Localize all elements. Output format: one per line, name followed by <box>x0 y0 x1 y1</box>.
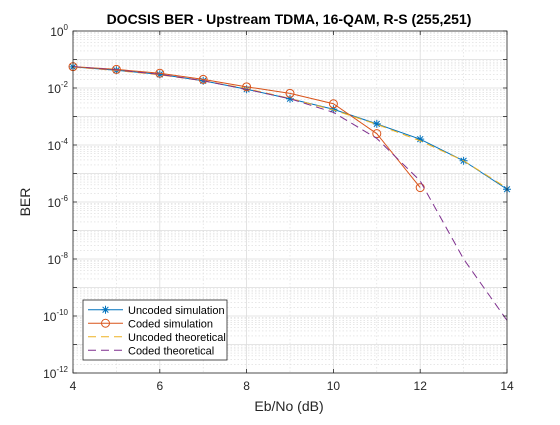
series-line <box>72 66 421 188</box>
data-point <box>155 70 164 79</box>
y-tick-exponent: -6 <box>61 194 69 203</box>
legend-label: Coded simulation <box>128 318 213 330</box>
y-tick-base: 10 <box>48 82 62 96</box>
x-axis-label: Eb/No (dB) <box>254 398 323 414</box>
data-point <box>372 119 381 128</box>
y-tick-base: 10 <box>43 367 57 381</box>
y-tick-exponent: -2 <box>61 80 69 89</box>
asterisk-marker <box>372 119 381 128</box>
x-tick-label: 10 <box>327 379 341 393</box>
y-tick-label: 10-4 <box>48 137 69 153</box>
data-point <box>155 68 165 78</box>
legend-entry: Uncoded simulation <box>88 305 225 317</box>
legend-label: Uncoded theoretical <box>128 332 226 344</box>
y-tick-label: 10-2 <box>48 80 69 96</box>
data-point <box>286 94 294 103</box>
y-tick-base: 10 <box>43 310 57 324</box>
x-tick-label: 12 <box>414 379 428 393</box>
y-tick-base: 10 <box>48 196 62 210</box>
y-tick-label: 10-8 <box>48 251 69 267</box>
y-tick-exponent: -10 <box>56 308 68 317</box>
y-tick-exponent: 0 <box>64 23 69 32</box>
y-tick-exponent: -8 <box>61 251 69 260</box>
series-3 <box>72 66 508 321</box>
legend-entry: Coded simulation <box>88 318 213 330</box>
x-tick-label: 4 <box>70 379 77 393</box>
legend-label: Coded theoretical <box>128 345 214 357</box>
x-tick-label: 8 <box>243 379 250 393</box>
data-point <box>372 129 382 139</box>
y-tick-label: 10-10 <box>43 308 68 324</box>
series-line <box>72 66 508 321</box>
y-tick-base: 10 <box>48 139 62 153</box>
chart-title: DOCSIS BER - Upstream TDMA, 16-QAM, R-S … <box>107 11 472 27</box>
x-tick-label: 14 <box>500 379 514 393</box>
data-point <box>329 105 338 114</box>
data-point <box>242 82 252 92</box>
asterisk-marker <box>101 305 110 314</box>
data-point <box>198 74 208 84</box>
legend-entry: Uncoded theoretical <box>88 332 226 344</box>
data-point <box>101 305 110 314</box>
x-tick-label: 6 <box>156 379 163 393</box>
legend-label: Uncoded simulation <box>128 305 225 317</box>
y-tick-label: 10-12 <box>43 365 68 381</box>
legend-entry: Coded theoretical <box>88 345 214 357</box>
data-point <box>285 88 295 98</box>
asterisk-marker <box>329 105 338 114</box>
data-point <box>416 135 425 144</box>
y-tick-exponent: -12 <box>56 365 68 374</box>
y-tick-exponent: -4 <box>61 137 69 146</box>
y-axis-label: BER <box>17 188 33 217</box>
y-tick-label: 10-6 <box>48 194 69 210</box>
y-tick-label: 100 <box>50 23 68 39</box>
asterisk-marker <box>416 135 425 144</box>
y-tick-base: 10 <box>48 253 62 267</box>
asterisk-marker <box>155 70 164 79</box>
y-tick-base: 10 <box>50 25 64 39</box>
data-point <box>328 99 338 109</box>
data-point <box>101 318 110 328</box>
asterisk-marker <box>286 94 294 103</box>
